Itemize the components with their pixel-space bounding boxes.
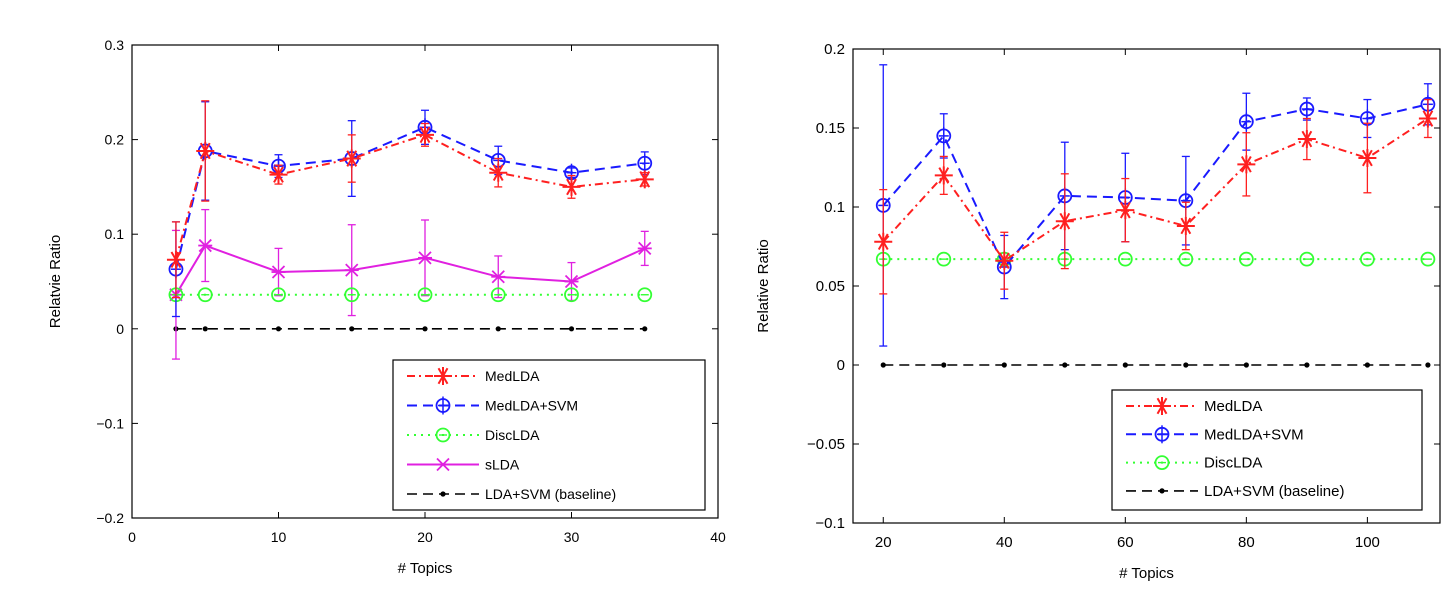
data-point: [1299, 251, 1315, 267]
x-tick-label: 100: [1355, 534, 1380, 551]
chart-panel-1: 0 10 20 30 40 −0.2 −0.1 0 0.1 0.2 0.3 # Topics Relat…: [47, 37, 726, 577]
legend-label: MedLDA: [1204, 398, 1262, 415]
legend-label: LDA+SVM (baseline): [485, 486, 616, 502]
legend-marker: [1154, 455, 1170, 471]
data-point: [1243, 362, 1249, 368]
data-point: [417, 287, 433, 303]
data-point: [1238, 251, 1254, 267]
data-point: [1178, 251, 1194, 267]
data-point: [490, 287, 506, 303]
data-point: [1304, 362, 1310, 368]
y-tick-label: 0.1: [824, 199, 845, 216]
series-medlda: [166, 100, 654, 299]
y-tick-label: 0: [837, 357, 845, 374]
y-tick-label: 0.15: [816, 120, 845, 137]
x-tick-label: 60: [1117, 534, 1134, 551]
legend-marker: [1159, 488, 1165, 494]
data-point: [564, 287, 579, 303]
data-point: [642, 326, 648, 332]
x-tick-label: 10: [271, 529, 287, 545]
chart-panel-2: 20 40 60 80 100 −0.1 −0.05 0 0.05 0.1 0.15 0.2 # Top…: [755, 41, 1441, 582]
data-point: [275, 326, 282, 332]
y-tick-label: −0.2: [96, 510, 124, 526]
legend-label: DiscLDA: [485, 427, 540, 443]
y-tick-label: 0.05: [816, 278, 845, 295]
series-line: [882, 103, 1429, 269]
legend-label: LDA+SVM (baseline): [1204, 483, 1344, 500]
y-tick-label: −0.1: [96, 415, 124, 431]
y-tick-label: 0: [116, 321, 124, 337]
series-medlda: [874, 98, 1437, 295]
data-point: [197, 287, 213, 303]
series-lda-svm-baseline: [173, 326, 648, 332]
legend-label: DiscLDA: [1204, 455, 1262, 472]
y-tick-label: −0.1: [815, 515, 845, 532]
series-group: [166, 100, 654, 360]
data-point: [1117, 251, 1133, 267]
x-tick-label: 20: [417, 529, 433, 545]
legend: MedLDA MedLDA+SVM DiscLDA sLDA LDA+SVM (base…: [392, 359, 706, 511]
x-tick-label: 40: [996, 534, 1013, 551]
series-line: [175, 244, 646, 296]
y-tick-label: 0.2: [105, 132, 125, 148]
series-group: [874, 64, 1437, 368]
data-point: [1364, 362, 1370, 368]
data-point: [880, 362, 886, 368]
y-tick-label: 0.2: [824, 41, 845, 58]
data-point: [1420, 251, 1436, 267]
data-point: [637, 287, 653, 303]
data-point: [1359, 251, 1375, 267]
data-point: [1001, 362, 1007, 368]
data-point: [271, 287, 286, 303]
x-tick-label: 80: [1238, 534, 1255, 551]
x-tick-label: 30: [564, 529, 580, 545]
y-tick-label: −0.05: [807, 436, 845, 453]
legend-marker: [435, 427, 451, 443]
data-point: [1425, 362, 1431, 368]
legend-label: MedLDA+SVM: [1204, 426, 1304, 443]
data-point: [568, 326, 575, 332]
series-line: [174, 133, 645, 260]
y-tick-label: 0.3: [105, 37, 125, 53]
legend: MedLDA MedLDA+SVM DiscLDA LDA+SVM (baseline…: [1111, 389, 1423, 511]
data-point: [202, 326, 208, 332]
x-tick-label: 20: [875, 534, 892, 551]
x-axis-label: # Topics: [1119, 565, 1174, 582]
legend-label: sLDA: [485, 457, 520, 473]
data-point: [1183, 362, 1189, 368]
data-point: [1062, 362, 1068, 368]
x-tick-label: 40: [710, 529, 726, 545]
x-tick-label: 0: [128, 529, 136, 545]
y-axis-label: Relative Ratio: [755, 239, 772, 332]
data-point: [495, 326, 501, 332]
data-point: [936, 251, 952, 267]
y-axis-label: Relatvie Ratio: [47, 235, 64, 328]
y-tick-label: 0.1: [105, 226, 125, 242]
legend-label: MedLDA+SVM: [485, 398, 578, 414]
data-point: [349, 326, 355, 332]
x-axis-label: # Topics: [398, 560, 453, 577]
data-point: [422, 326, 428, 332]
data-point: [344, 287, 360, 303]
data-point: [941, 362, 947, 368]
series-lda-svm-baseline: [880, 362, 1431, 368]
legend-label: MedLDA: [485, 368, 540, 384]
series-line: [174, 126, 645, 270]
data-point: [1122, 362, 1128, 368]
legend-marker: [440, 491, 446, 497]
